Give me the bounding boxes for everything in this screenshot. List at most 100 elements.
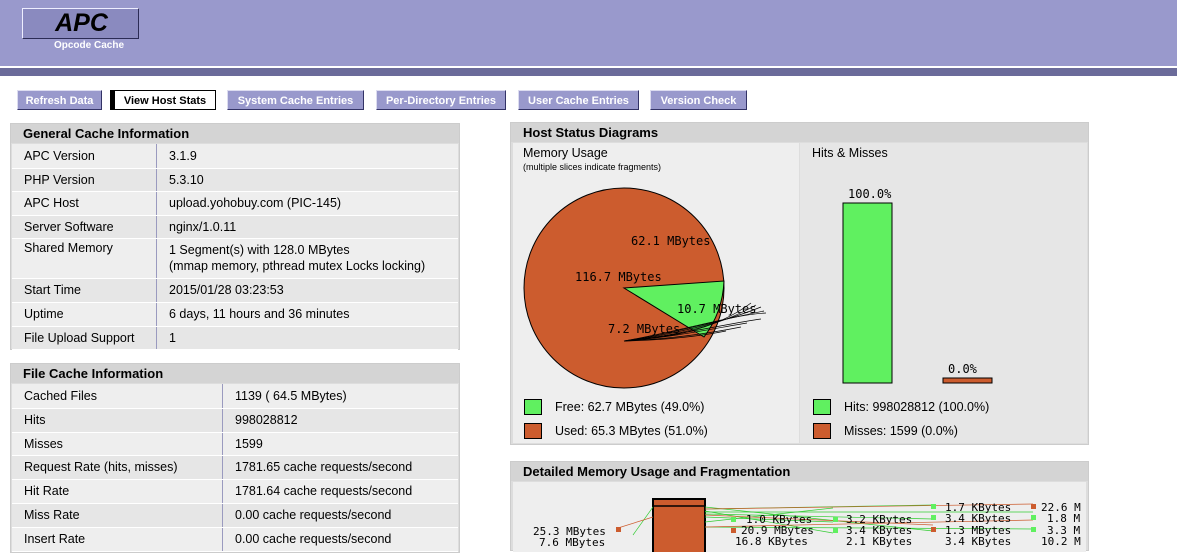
panel-title: Detailed Memory Usage and Fragmentation (511, 462, 1088, 481)
general-info-table: APC Version 3.1.9 PHP Version 5.3.10 APC… (12, 144, 458, 350)
col4-label-2: 1.8 M (1047, 512, 1080, 525)
row-value: 5.3.10 (156, 168, 458, 192)
row-value: 0.00 cache requests/second (222, 503, 458, 528)
table-row: Start Time 2015/01/28 03:23:53 (12, 278, 458, 303)
general-cache-panel: General Cache Information APC Version 3.… (10, 123, 460, 350)
row-key: APC Version (12, 144, 157, 169)
view-host-stats-tab[interactable]: View Host Stats (110, 90, 216, 110)
row-value: 1781.65 cache requests/second (222, 455, 458, 480)
misses-legend-label: Misses: 1599 (0.0%) (844, 424, 958, 438)
table-row: Hit Rate 1781.64 cache requests/second (12, 479, 458, 504)
header-bar (0, 0, 1177, 66)
memory-usage-note: (multiple slices indicate fragments) (523, 162, 662, 172)
row-key: Start Time (12, 278, 157, 303)
used-legend-swatch (524, 423, 542, 439)
pie-label-used: 116.7 MBytes (575, 270, 662, 284)
fragment-links-red (617, 503, 1034, 529)
apc-logo: APC (22, 8, 139, 39)
logo-title: APC (55, 9, 108, 37)
shared-memory-line2: (mmap memory, pthread mutex Locks lockin… (169, 259, 426, 273)
row-key: Request Rate (hits, misses) (12, 455, 223, 480)
table-row: Uptime 6 days, 11 hours and 36 minutes (12, 302, 458, 327)
refresh-data-button[interactable]: Refresh Data (17, 90, 102, 110)
row-key: Insert Rate (12, 527, 223, 552)
col1-label-2: 20.9 MBytes (741, 524, 814, 537)
row-value: 1781.64 cache requests/second (222, 479, 458, 504)
row-key: Hits (12, 408, 223, 433)
col4-label-3: 3.3 M (1047, 524, 1080, 537)
row-key: PHP Version (12, 168, 157, 192)
misses-bar (942, 377, 993, 384)
col1-label-1: 1.0 KBytes (746, 513, 812, 526)
panel-title: File Cache Information (11, 364, 459, 383)
table-row: Cached Files 1139 ( 64.5 MBytes) (12, 384, 458, 409)
fragment-lines (623, 302, 767, 342)
row-value: 1599 (222, 432, 458, 456)
fragment-block (652, 498, 706, 552)
table-row: Server Software nginx/1.0.11 (12, 215, 458, 239)
system-cache-entries-tab[interactable]: System Cache Entries (227, 90, 364, 110)
row-value: 6 days, 11 hours and 36 minutes (156, 302, 458, 327)
row-value: 1 (156, 326, 458, 350)
hits-pct-label: 100.0% (848, 187, 892, 201)
row-key: APC Host (12, 191, 157, 216)
table-row: Insert Rate 0.00 cache requests/second (12, 527, 458, 552)
col3-label-3: 1.3 MBytes (945, 524, 1011, 537)
hits-legend-label: Hits: 998028812 (100.0%) (844, 400, 990, 414)
per-directory-entries-tab[interactable]: Per-Directory Entries (376, 90, 506, 110)
table-row: PHP Version 5.3.10 (12, 168, 458, 192)
version-check-button[interactable]: Version Check (650, 90, 747, 110)
col3-label-1: 1.7 KBytes (945, 501, 1011, 514)
row-key: File Upload Support (12, 326, 157, 350)
row-key: Uptime (12, 302, 157, 327)
table-row: Shared Memory 1 Segment(s) with 128.0 MB… (12, 238, 458, 279)
shared-memory-line1: 1 Segment(s) with 128.0 MBytes (169, 243, 350, 257)
table-row: File Upload Support 1 (12, 326, 458, 350)
used-legend-label: Used: 65.3 MBytes (51.0%) (555, 424, 708, 438)
fragment-links-green (632, 504, 1034, 536)
row-value: upload.yohobuy.com (PIC-145) (156, 191, 458, 216)
hits-bar (842, 202, 893, 384)
pie-label-fragment-1: 10.7 MBytes (677, 302, 756, 316)
detailed-memory-panel: Detailed Memory Usage and Fragmentation (510, 461, 1089, 552)
misses-pct-label: 0.0% (948, 362, 978, 376)
memory-usage-title: Memory Usage (523, 146, 608, 160)
host-diagrams-svg: 62.1 MBytes 116.7 MBytes 10.7 MBytes 7.2… (523, 187, 993, 389)
file-cache-panel: File Cache Information Cached Files 1139… (10, 363, 460, 553)
left-label-2: 7.6 MBytes (539, 536, 605, 549)
table-row: Miss Rate 0.00 cache requests/second (12, 503, 458, 528)
row-key: Shared Memory (12, 238, 157, 279)
col4-label-1: 22.6 M (1041, 501, 1081, 514)
col3-label-2: 3.4 KBytes (945, 512, 1011, 525)
table-row: Hits 998028812 (12, 408, 458, 433)
row-value: 998028812 (222, 408, 458, 433)
col2-label-1: 3.2 KBytes (846, 513, 912, 526)
table-row: Request Rate (hits, misses) 1781.65 cach… (12, 455, 458, 480)
row-key: Server Software (12, 215, 157, 239)
row-value: 2015/01/28 03:23:53 (156, 278, 458, 303)
misses-legend-swatch (813, 423, 831, 439)
logo-subtitle: Opcode Cache (53, 40, 125, 51)
pie-label-fragment-2: 7.2 MBytes (608, 322, 680, 336)
row-key: Miss Rate (12, 503, 223, 528)
left-label-1: 25.3 MBytes (533, 525, 606, 538)
row-value: 3.1.9 (156, 144, 458, 169)
panel-title: General Cache Information (11, 124, 459, 143)
pie-label-free: 62.1 MBytes (631, 234, 710, 248)
table-row: Misses 1599 (12, 432, 458, 456)
free-legend-swatch (524, 399, 542, 415)
row-value: 0.00 cache requests/second (222, 527, 458, 552)
table-row: APC Host upload.yohobuy.com (PIC-145) (12, 191, 458, 216)
free-legend-label: Free: 62.7 MBytes (49.0%) (555, 400, 705, 414)
user-cache-entries-tab[interactable]: User Cache Entries (518, 90, 639, 110)
hits-legend-swatch (813, 399, 831, 415)
host-status-panel: Host Status Diagrams Memory Usage (multi… (510, 122, 1089, 445)
hits-misses-title: Hits & Misses (812, 146, 888, 160)
row-key: Hit Rate (12, 479, 223, 504)
col2-label-2: 3.4 KBytes (846, 524, 912, 537)
panel-title: Host Status Diagrams (511, 123, 1088, 142)
file-cache-table: Cached Files 1139 ( 64.5 MBytes) Hits 99… (12, 384, 458, 552)
header-divider (0, 66, 1177, 68)
table-row: APC Version 3.1.9 (12, 144, 458, 169)
pie-free-slice (622, 280, 725, 338)
